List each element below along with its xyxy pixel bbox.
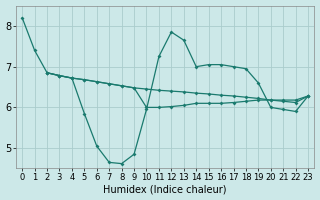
X-axis label: Humidex (Indice chaleur): Humidex (Indice chaleur) — [103, 184, 227, 194]
